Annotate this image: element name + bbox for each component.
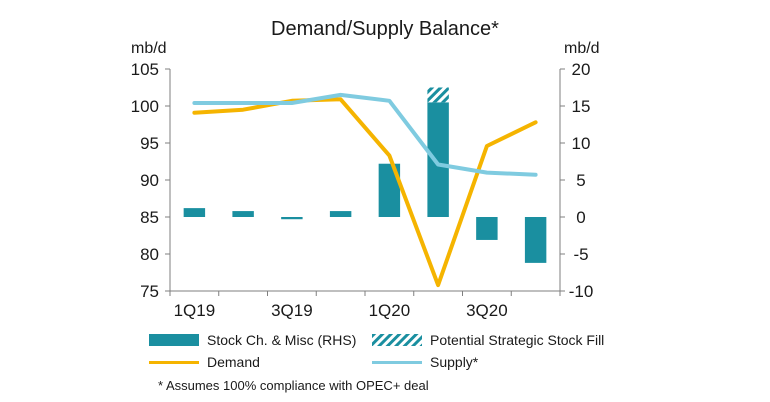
legend-item-strategic-fill: Potential Strategic Stock Fill — [372, 332, 604, 348]
right-tick-label: -10 — [569, 282, 594, 301]
left-tick-label: 105 — [131, 60, 159, 79]
legend-item-demand: Demand — [149, 354, 260, 370]
right-axis-unit: mb/d — [564, 40, 600, 57]
supply-line — [192, 92, 538, 177]
demand-line — [192, 97, 538, 288]
left-axis-unit: mb/d — [131, 40, 167, 57]
legend-swatch-supply — [372, 360, 422, 364]
stock-change-bar — [524, 217, 547, 263]
right-tick-label: -5 — [573, 245, 588, 264]
x-tick-label: 1Q19 — [174, 301, 216, 320]
right-tick-label: 10 — [572, 134, 591, 153]
x-tick-label: 1Q20 — [369, 301, 411, 320]
stock-change-bar — [232, 211, 254, 217]
stock-change-bar — [183, 208, 206, 217]
footnote: * Assumes 100% compliance with OPEC+ dea… — [158, 378, 429, 393]
legend-swatch-strategic-fill — [372, 334, 422, 346]
legend-item-supply: Supply* — [372, 354, 478, 370]
right-tick-label: 5 — [576, 171, 585, 190]
stock-change-bar — [281, 217, 303, 220]
legend-swatch-demand — [149, 360, 199, 364]
right-tick-label: 0 — [576, 208, 585, 227]
left-tick-label: 80 — [140, 245, 159, 264]
stock-change-bar — [476, 217, 498, 240]
legend-label-demand: Demand — [207, 354, 260, 370]
legend-item-stock-change: Stock Ch. & Misc (RHS) — [149, 332, 356, 348]
stock-change-bar — [427, 102, 449, 217]
strategic-fill-bar — [427, 87, 449, 103]
legend-label-stock-change: Stock Ch. & Misc (RHS) — [207, 332, 357, 348]
stock-change-bar — [378, 163, 401, 217]
right-tick-label: 20 — [572, 60, 591, 79]
chart-title: Demand/Supply Balance* — [271, 18, 499, 40]
left-tick-label: 85 — [140, 208, 159, 227]
stock-change-bar — [329, 211, 352, 217]
legend-label-strategic-fill: Potential Strategic Stock Fill — [430, 332, 605, 348]
left-tick-label: 90 — [140, 171, 159, 190]
right-tick-label: 15 — [572, 97, 591, 116]
x-tick-label: 3Q20 — [466, 301, 508, 320]
legend-swatch-stock-change — [149, 334, 199, 346]
left-tick-label: 100 — [131, 97, 159, 116]
left-tick-label: 75 — [140, 282, 159, 301]
legend-label-supply: Supply* — [430, 354, 479, 370]
left-tick-label: 95 — [140, 134, 159, 153]
x-tick-label: 3Q19 — [271, 301, 313, 320]
